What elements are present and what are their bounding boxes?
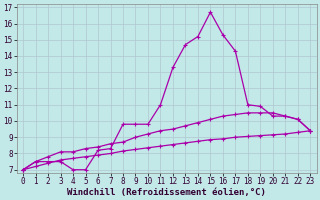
X-axis label: Windchill (Refroidissement éolien,°C): Windchill (Refroidissement éolien,°C) (67, 188, 266, 197)
